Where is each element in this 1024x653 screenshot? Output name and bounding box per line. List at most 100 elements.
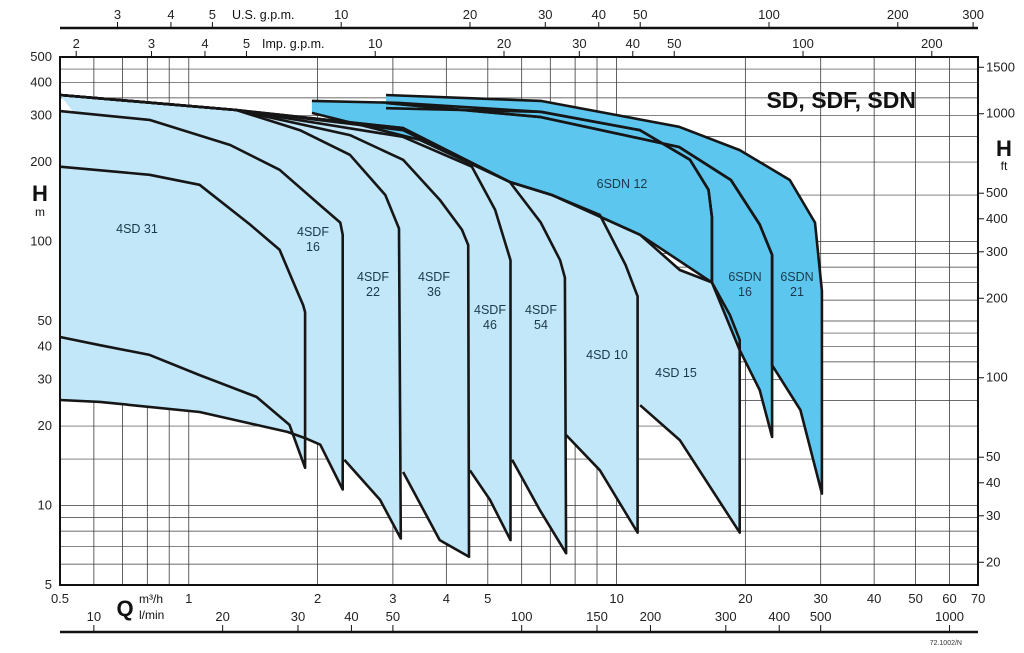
curve-4sdf-22 xyxy=(59,93,403,540)
y-tick-label: 5 xyxy=(45,577,52,592)
us-gpm-tick-label: 30 xyxy=(538,7,552,22)
y-tick-label: 10 xyxy=(38,498,52,513)
y-tick-label: 300 xyxy=(30,108,52,123)
y2-tick-label: 1500 xyxy=(986,59,1015,74)
plot-border xyxy=(59,56,979,586)
lmin-tick-label: 10 xyxy=(87,609,101,624)
y2-tick-label: 20 xyxy=(986,554,1000,569)
imp-gpm-label: Imp. g.p.m. xyxy=(262,37,325,51)
series-labels: 4SD 31 4SDF 16 4SDF 22 4SDF 36 4SDF 46 4SDF 54 4SD … xyxy=(116,177,814,380)
us-gpm-tick-label: 3 xyxy=(114,7,121,22)
y2-tick-label: 300 xyxy=(986,244,1008,259)
y-tick-label: 50 xyxy=(38,313,52,328)
imp-gpm-tick-label: 100 xyxy=(792,36,814,51)
us-gpm-tick-label: 10 xyxy=(334,7,348,22)
imp-gpm-tick-label: 5 xyxy=(243,36,250,51)
label-4sd-31: 4SD 31 xyxy=(116,222,158,236)
curve-4sd-15 xyxy=(59,93,741,534)
us-gpm-tick-label: 100 xyxy=(758,7,780,22)
lmin-tick-label: 20 xyxy=(215,609,229,624)
y2-tick-label: 100 xyxy=(986,370,1008,385)
y2-axis-label: H xyxy=(996,136,1012,161)
x-tick-label: 3 xyxy=(389,591,396,606)
lmin-tick-label: 300 xyxy=(715,609,737,624)
curve-4sdf-46 xyxy=(59,93,512,542)
us-gpm-label: U.S. g.p.m. xyxy=(232,8,295,22)
curve-6sdn-21 xyxy=(385,93,824,495)
plot-frame xyxy=(59,56,979,586)
x-tick-label: 40 xyxy=(867,591,881,606)
x-axis-label: Q xyxy=(116,596,133,621)
y2-tick-label: 1000 xyxy=(986,106,1015,121)
x-tick-label: 60 xyxy=(942,591,956,606)
axes: 5102030405010020030040050020304050100200… xyxy=(30,7,1015,634)
label-4sd-10: 4SD 10 xyxy=(586,348,628,362)
y2-tick-label: 40 xyxy=(986,475,1000,490)
lmin-tick-label: 400 xyxy=(768,609,790,624)
label-4sdf-22: 4SDF 22 xyxy=(357,270,389,299)
imp-gpm-tick-label: 3 xyxy=(148,36,155,51)
lmin-tick-label: 100 xyxy=(511,609,533,624)
imp-gpm-tick-label: 50 xyxy=(667,36,681,51)
lmin-tick-label: 200 xyxy=(640,609,662,624)
y-axis-label: H xyxy=(32,181,48,206)
x-tick-label: 50 xyxy=(908,591,922,606)
x-tick-label: 20 xyxy=(738,591,752,606)
imp-gpm-tick-label: 2 xyxy=(73,36,80,51)
x-tick-label: 70 xyxy=(971,591,985,606)
x-tick-label: 2 xyxy=(314,591,321,606)
imp-gpm-tick-label: 20 xyxy=(497,36,511,51)
y2-tick-label: 200 xyxy=(986,290,1008,305)
x-tick-label: 30 xyxy=(813,591,827,606)
y2-axis-unit: ft xyxy=(1001,159,1008,173)
x-tick-label: 5 xyxy=(484,591,491,606)
lmin-tick-label: 1000 xyxy=(935,609,964,624)
y2-tick-label: 30 xyxy=(986,508,1000,523)
label-6sdn-21: 6SDN 21 xyxy=(780,270,813,299)
lmin-tick-label: 30 xyxy=(291,609,305,624)
x-tick-label: 0.5 xyxy=(51,591,69,606)
imp-gpm-tick-label: 4 xyxy=(201,36,208,51)
label-4sd-15: 4SD 15 xyxy=(655,366,697,380)
label-4sdf-54: 4SDF 54 xyxy=(525,303,557,332)
chart-title: SD, SDF, SDN xyxy=(766,87,916,113)
imp-gpm-tick-label: 40 xyxy=(626,36,640,51)
imp-gpm-tick-label: 30 xyxy=(572,36,586,51)
y-tick-label: 200 xyxy=(30,154,52,169)
us-gpm-tick-label: 50 xyxy=(633,7,647,22)
us-gpm-tick-label: 5 xyxy=(209,7,216,22)
y2-tick-label: 500 xyxy=(986,185,1008,200)
x-tick-label: 4 xyxy=(443,591,450,606)
label-6sdn-16: 6SDN 16 xyxy=(728,270,761,299)
us-gpm-tick-label: 4 xyxy=(167,7,174,22)
imp-gpm-tick-label: 200 xyxy=(921,36,943,51)
label-6sdn-12: 6SDN 12 xyxy=(597,177,648,191)
us-gpm-tick-label: 300 xyxy=(962,7,984,22)
y-tick-label: 40 xyxy=(38,339,52,354)
region-6sdn-12 xyxy=(311,100,712,283)
y-axis-unit: m xyxy=(35,205,45,219)
x-tick-label: 1 xyxy=(185,591,192,606)
label-4sdf-46: 4SDF 46 xyxy=(474,303,506,332)
lmin-tick-label: 40 xyxy=(344,609,358,624)
curve-4sd-31 xyxy=(59,165,307,470)
label-4sdf-16: 4SDF 16 xyxy=(297,225,329,254)
imp-gpm-tick-label: 10 xyxy=(368,36,382,51)
us-gpm-tick-label: 20 xyxy=(463,7,477,22)
y-tick-label: 30 xyxy=(38,372,52,387)
y-tick-label: 100 xyxy=(30,234,52,249)
x-tick-label: 10 xyxy=(609,591,623,606)
curve-4sdf-36 xyxy=(59,93,471,558)
x-axis-unit: m³/h xyxy=(139,592,163,606)
y2-tick-label: 400 xyxy=(986,211,1008,226)
lmin-tick-label: 50 xyxy=(386,609,400,624)
us-gpm-tick-label: 200 xyxy=(887,7,909,22)
lmin-tick-label: 500 xyxy=(810,609,832,624)
chart-code: 72.1002/N xyxy=(930,640,962,647)
y2-tick-label: 50 xyxy=(986,449,1000,464)
x-axis-unit2: l/min xyxy=(139,608,164,622)
label-4sdf-36: 4SDF 36 xyxy=(418,270,450,299)
us-gpm-tick-label: 40 xyxy=(592,7,606,22)
lmin-tick-label: 150 xyxy=(586,609,608,624)
